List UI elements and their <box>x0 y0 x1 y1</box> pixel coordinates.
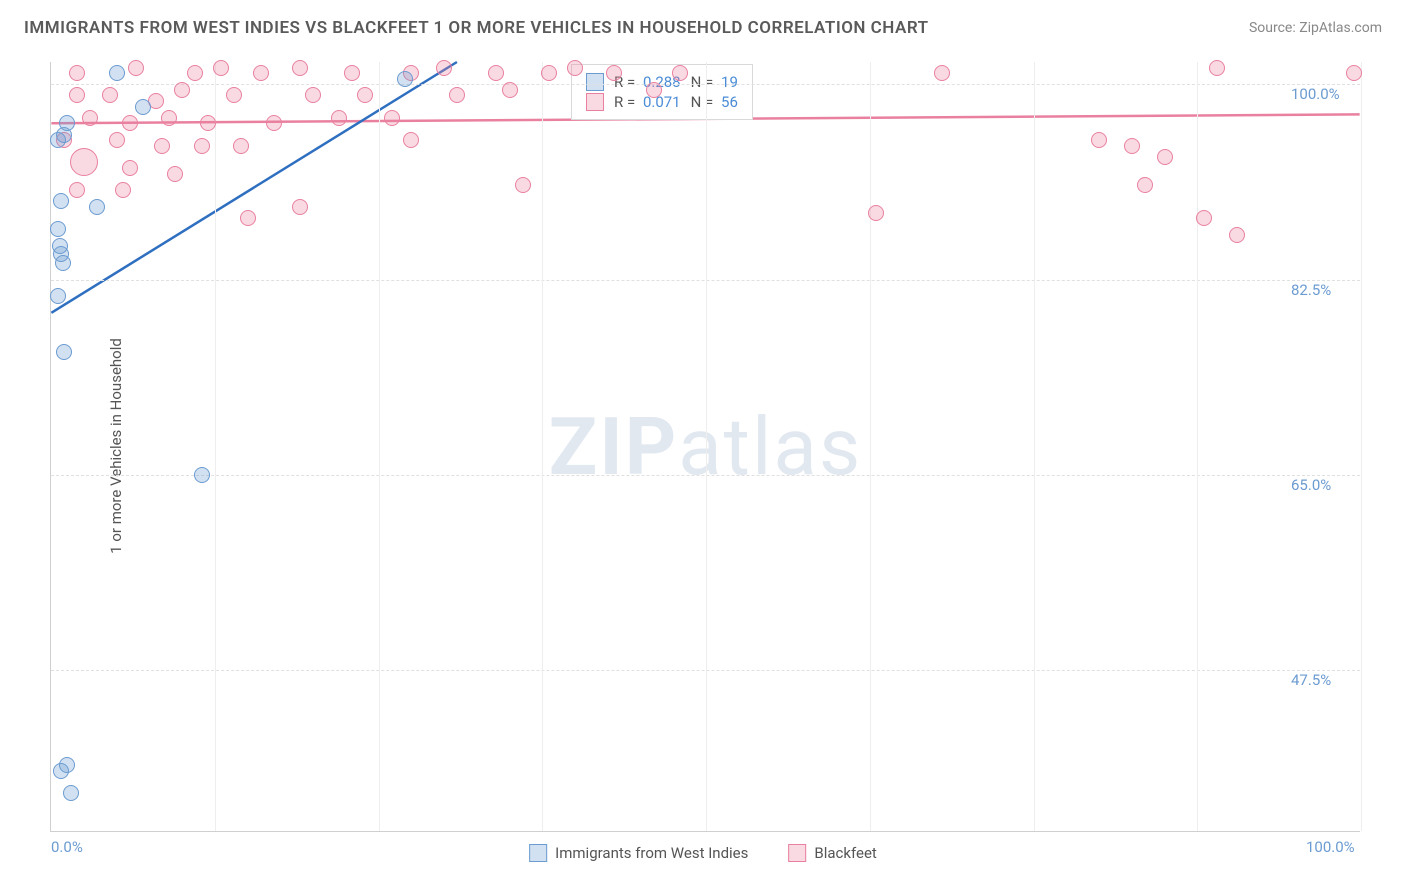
watermark-bold: ZIP <box>549 400 679 494</box>
point-series-b <box>502 82 518 98</box>
grid-line-v <box>1361 62 1362 831</box>
swatch-series-b <box>586 93 604 111</box>
legend-swatch-b <box>788 844 806 862</box>
point-series-a <box>109 65 125 81</box>
point-series-b <box>266 115 282 131</box>
point-series-b <box>541 65 557 81</box>
point-series-b <box>305 87 321 103</box>
point-series-b <box>253 65 269 81</box>
point-series-b <box>1196 210 1212 226</box>
point-series-b <box>436 60 452 76</box>
point-series-b <box>331 110 347 126</box>
point-series-b <box>567 60 583 76</box>
point-series-b <box>154 138 170 154</box>
bottom-legend: Immigrants from West Indies Blackfeet <box>529 844 877 862</box>
stats-legend: R = 0.288 N = 19 R = 0.071 N = 56 <box>571 64 753 120</box>
point-series-a <box>53 763 69 779</box>
source-label: Source: ZipAtlas.com <box>1249 20 1382 36</box>
point-series-b <box>174 82 190 98</box>
chart-title: IMMIGRANTS FROM WEST INDIES VS BLACKFEET… <box>24 18 929 38</box>
point-series-b <box>1137 177 1153 193</box>
grid-line-v <box>1197 62 1198 831</box>
point-series-b <box>344 65 360 81</box>
y-tick-label: 47.5% <box>1291 671 1346 689</box>
point-series-b <box>449 87 465 103</box>
point-series-a <box>50 288 66 304</box>
point-series-b <box>69 65 85 81</box>
point-series-b <box>187 65 203 81</box>
y-tick-label: 100.0% <box>1291 85 1346 103</box>
point-series-a <box>53 193 69 209</box>
point-series-a <box>397 71 413 87</box>
legend-item-b: Blackfeet <box>788 844 876 862</box>
stat-n-b: N = 56 <box>691 93 738 111</box>
point-series-b <box>115 182 131 198</box>
point-series-b <box>69 87 85 103</box>
point-series-a <box>63 785 79 801</box>
point-series-a <box>89 199 105 215</box>
point-series-b <box>109 132 125 148</box>
point-series-b <box>488 65 504 81</box>
point-series-b <box>384 110 400 126</box>
point-series-b <box>213 60 229 76</box>
grid-line-v <box>542 62 543 831</box>
plot-region: ZIPatlas R = 0.288 N = 19 R = 0.071 N = … <box>50 62 1360 832</box>
point-series-b <box>128 60 144 76</box>
point-series-b <box>1346 65 1362 81</box>
point-series-a <box>194 467 210 483</box>
point-series-b <box>357 87 373 103</box>
point-series-b <box>1229 227 1245 243</box>
point-series-b <box>646 82 662 98</box>
legend-label-b: Blackfeet <box>814 844 876 862</box>
grid-line-v <box>1034 62 1035 831</box>
point-series-b <box>868 205 884 221</box>
point-series-b <box>606 65 622 81</box>
point-series-b <box>934 65 950 81</box>
point-series-b <box>69 182 85 198</box>
point-series-b <box>200 115 216 131</box>
point-series-b <box>1209 60 1225 76</box>
legend-item-a: Immigrants from West Indies <box>529 844 748 862</box>
point-series-b <box>161 110 177 126</box>
point-series-b <box>122 160 138 176</box>
point-series-b <box>672 65 688 81</box>
legend-swatch-a <box>529 844 547 862</box>
point-series-b <box>194 138 210 154</box>
point-series-b <box>233 138 249 154</box>
point-series-b <box>240 210 256 226</box>
y-tick-label: 82.5% <box>1291 281 1346 299</box>
legend-label-a: Immigrants from West Indies <box>555 844 748 862</box>
stats-row-b: R = 0.071 N = 56 <box>586 93 738 111</box>
point-series-b <box>82 110 98 126</box>
point-series-b <box>515 177 531 193</box>
point-series-b <box>1124 138 1140 154</box>
grid-line-v <box>870 62 871 831</box>
grid-line-v <box>379 62 380 831</box>
point-series-b <box>292 60 308 76</box>
point-series-b <box>1157 149 1173 165</box>
stat-n-a: N = 19 <box>691 73 738 91</box>
point-series-a <box>50 221 66 237</box>
point-series-b <box>167 166 183 182</box>
point-series-b <box>292 199 308 215</box>
point-series-a <box>55 255 71 271</box>
point-series-a <box>56 127 72 143</box>
point-series-b <box>102 87 118 103</box>
swatch-series-a <box>586 73 604 91</box>
chart-area: ZIPatlas R = 0.288 N = 19 R = 0.071 N = … <box>50 62 1360 832</box>
grid-line-v <box>706 62 707 831</box>
point-series-b <box>122 115 138 131</box>
point-series-a <box>56 344 72 360</box>
point-series-a <box>135 99 151 115</box>
grid-line-v <box>215 62 216 831</box>
y-tick-label: 65.0% <box>1291 476 1346 494</box>
point-series-b <box>70 148 98 176</box>
point-series-b <box>403 132 419 148</box>
point-series-b <box>226 87 242 103</box>
point-series-b <box>1091 132 1107 148</box>
